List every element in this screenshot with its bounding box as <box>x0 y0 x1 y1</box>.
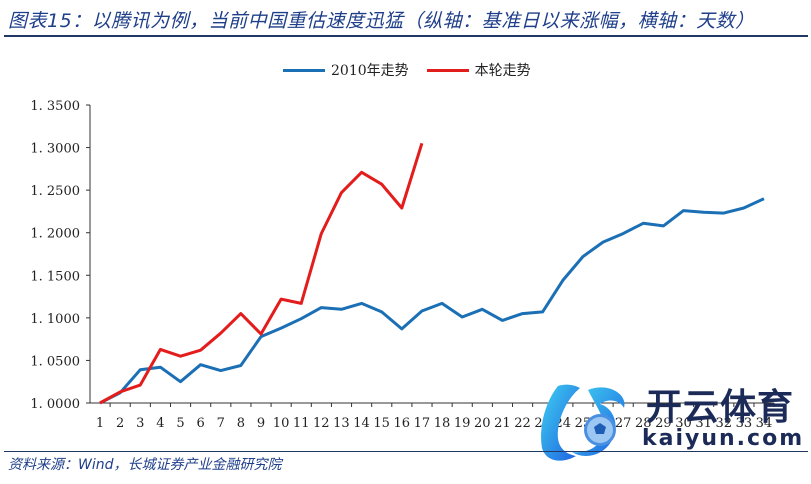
x-tick-label: 14 <box>353 416 370 431</box>
legend-label: 2010年走势 <box>331 63 409 79</box>
kaiyun-logo-icon <box>541 384 625 461</box>
x-tick-label: 18 <box>434 416 451 431</box>
y-tick-label: 1. 1000 <box>30 312 80 327</box>
y-tick-label: 1. 2000 <box>30 227 80 242</box>
footer-divider <box>4 451 808 452</box>
x-tick-label: 33 <box>736 416 753 431</box>
x-tick-label: 10 <box>273 416 290 431</box>
series-current-line <box>99 142 424 405</box>
x-tick-label: 27 <box>615 416 632 431</box>
x-tick-label: 19 <box>454 416 471 431</box>
watermark-logo: 开云体育 kaiyun.com <box>528 378 808 468</box>
x-tick-label: 2 <box>116 416 124 431</box>
y-tick-label: 1. 0000 <box>30 397 80 412</box>
watermark-brand: 开云体育 <box>646 387 795 428</box>
watermark-url: kaiyun.com <box>642 426 805 451</box>
legend-label: 本轮走势 <box>474 63 531 79</box>
chart-axes: 1. 0000 1. 0500 1. 1000 1. 1500 1. 2000 1. 25… <box>30 99 775 431</box>
x-tick-label: 6 <box>196 416 204 431</box>
x-tick-label: 7 <box>217 416 225 431</box>
x-tick-label: 21 <box>494 416 511 431</box>
x-tick-label: 13 <box>333 416 350 431</box>
x-tick-label: 11 <box>293 416 310 431</box>
x-tick-label: 9 <box>257 416 265 431</box>
x-tick-label: 1 <box>96 416 104 431</box>
x-tick-label: 30 <box>675 416 692 431</box>
legend-item-current: 本轮走势 <box>426 60 531 80</box>
x-tick-label: 28 <box>635 416 652 431</box>
y-tick-label: 1. 1500 <box>30 269 80 284</box>
source-note: 资料来源：Wind，长城证券产业金融研究院 <box>8 457 282 473</box>
x-tick-label: 31 <box>695 416 712 431</box>
legend-swatch-blue <box>283 68 325 72</box>
x-tick-label: 12 <box>313 416 330 431</box>
chart-title: 图表15：以腾讯为例，当前中国重估速度迅猛（纵轴：基准日以来涨幅，横轴：天数） <box>8 10 755 32</box>
y-tick-label: 1. 2500 <box>30 184 80 199</box>
y-tick-label: 1. 3500 <box>30 99 80 114</box>
title-divider <box>4 35 808 37</box>
legend-swatch-red <box>426 68 469 72</box>
x-tick-label: 29 <box>655 416 672 431</box>
x-tick-label: 3 <box>136 416 144 431</box>
x-tick-label: 15 <box>373 416 390 431</box>
x-tick-label: 16 <box>394 416 411 431</box>
x-tick-label: 4 <box>156 416 164 431</box>
x-tick-label: 8 <box>237 416 245 431</box>
legend-item-2010: 2010年走势 <box>283 60 409 80</box>
x-tick-label: 22 <box>514 416 531 431</box>
series-2010-line <box>99 197 765 405</box>
x-tick-label: 17 <box>414 416 431 431</box>
x-tick-label: 34 <box>756 416 773 431</box>
x-tick-label: 32 <box>715 416 732 431</box>
chart-legend: 2010年走势 本轮走势 <box>283 60 531 80</box>
y-tick-label: 1. 0500 <box>30 354 80 369</box>
x-tick-label: 5 <box>176 416 184 431</box>
x-tick-label: 20 <box>474 416 491 431</box>
chart-series <box>99 142 765 405</box>
y-tick-label: 1. 3000 <box>30 142 80 157</box>
